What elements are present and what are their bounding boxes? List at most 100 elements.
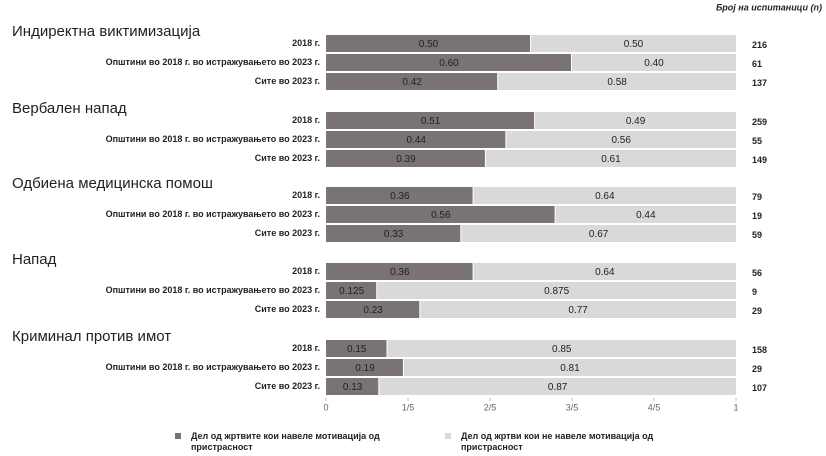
group-title: Одбиена медицинска помош: [12, 175, 213, 192]
bar-segment: [473, 263, 736, 280]
bar-segment: [326, 112, 535, 129]
category-label: 2018 г.: [292, 115, 320, 125]
value-label: 0.67: [589, 229, 609, 240]
n-value: 56: [752, 268, 762, 278]
bar-segment: [461, 225, 736, 242]
bar-segment: [326, 359, 403, 376]
value-label: 0.42: [402, 77, 422, 88]
bar-segment: [326, 263, 473, 280]
value-label: 0.49: [626, 116, 646, 127]
category-label: Сите во 2023 г.: [255, 228, 320, 238]
bar-segment: [326, 131, 506, 148]
category-label: 2018 г.: [292, 343, 320, 353]
category-label: 2018 г.: [292, 266, 320, 276]
value-label: 0.125: [339, 286, 364, 297]
value-label: 0.36: [390, 267, 410, 278]
n-value: 29: [752, 364, 762, 374]
value-label: 0.39: [396, 154, 416, 165]
value-label: 0.23: [363, 305, 383, 316]
bar-segment: [572, 54, 736, 71]
value-label: 0.36: [390, 191, 410, 202]
bar-segment: [420, 301, 736, 318]
value-label: 0.15: [347, 344, 367, 355]
x-tick-label: 2/5: [484, 402, 497, 412]
n-value: 61: [752, 59, 762, 69]
value-label: 0.56: [431, 210, 451, 221]
bar-segment: [326, 378, 379, 395]
n-value: 79: [752, 192, 762, 202]
n-value: 9: [752, 287, 757, 297]
value-label: 0.58: [607, 77, 627, 88]
category-label: Сите во 2023 г.: [255, 153, 320, 163]
category-label: Сите во 2023 г.: [255, 304, 320, 314]
value-label: 0.61: [601, 154, 621, 165]
n-value: 259: [752, 117, 767, 127]
bar-segment: [377, 282, 736, 299]
legend-label: Дел од жртвите кои навеле мотивација од …: [191, 431, 382, 452]
bar-segment: [555, 206, 736, 223]
category-label: Сите во 2023 г.: [255, 76, 320, 86]
value-label: 0.50: [624, 39, 644, 50]
bar-segment: [531, 35, 736, 52]
bar-segment: [326, 35, 530, 52]
n-value: 137: [752, 78, 767, 88]
value-label: 0.19: [355, 363, 375, 374]
group-title: Вербален напад: [12, 100, 127, 117]
x-tick-label: 0: [323, 402, 328, 412]
value-label: 0.13: [343, 382, 363, 393]
n-value: 216: [752, 40, 767, 50]
value-label: 0.87: [548, 382, 568, 393]
group-title: Напад: [12, 251, 57, 268]
bar-segment: [326, 206, 555, 223]
bar-segment: [326, 282, 377, 299]
category-label: Сите во 2023 г.: [255, 381, 320, 391]
bar-segment: [326, 54, 571, 71]
category-label: 2018 г.: [292, 38, 320, 48]
legend-swatch: [175, 433, 181, 439]
value-label: 0.40: [644, 58, 664, 69]
x-tick-label: 1: [733, 402, 738, 412]
bar-segment: [506, 131, 736, 148]
bar-segment: [326, 225, 461, 242]
category-label: Општини во 2018 г. во истражувањето во 2…: [106, 134, 320, 144]
n-value: 149: [752, 155, 767, 165]
value-label: 0.33: [384, 229, 404, 240]
value-label: 0.875: [544, 286, 569, 297]
bar-segment: [535, 112, 736, 129]
n-value: 29: [752, 306, 762, 316]
bar-segment: [473, 187, 736, 204]
bar-segment: [485, 150, 736, 167]
value-label: 0.64: [595, 191, 615, 202]
bar-segment: [387, 340, 736, 357]
value-label: 0.81: [560, 363, 580, 374]
value-label: 0.50: [419, 39, 439, 50]
bar-segment: [379, 378, 736, 395]
value-label: 0.85: [552, 344, 572, 355]
n-value: 158: [752, 345, 767, 355]
n-value: 59: [752, 230, 762, 240]
bar-segment: [326, 340, 387, 357]
legend-label: Дел од жртви кои не навеле мотивација од…: [461, 431, 656, 452]
bar-segment: [326, 73, 498, 90]
bar-segment: [403, 359, 736, 376]
value-label: 0.77: [568, 305, 588, 316]
legend-swatch: [445, 433, 451, 439]
value-label: 0.56: [611, 135, 631, 146]
value-label: 0.64: [595, 267, 615, 278]
value-label: 0.44: [636, 210, 656, 221]
x-tick-label: 4/5: [648, 402, 661, 412]
bar-segment: [498, 73, 736, 90]
group-title: Криминал против имот: [12, 328, 171, 345]
value-label: 0.60: [439, 58, 459, 69]
category-label: 2018 г.: [292, 190, 320, 200]
n-value: 107: [752, 383, 767, 393]
group-title: Индиректна виктимизација: [12, 23, 201, 40]
category-label: Општини во 2018 г. во истражувањето во 2…: [106, 209, 320, 219]
value-label: 0.51: [421, 116, 441, 127]
category-label: Општини во 2018 г. во истражувањето во 2…: [106, 57, 320, 67]
category-label: Општини во 2018 г. во истражувањето во 2…: [106, 362, 320, 372]
x-tick-label: 1/5: [402, 402, 415, 412]
n-value: 55: [752, 136, 762, 146]
n-value: 19: [752, 211, 762, 221]
